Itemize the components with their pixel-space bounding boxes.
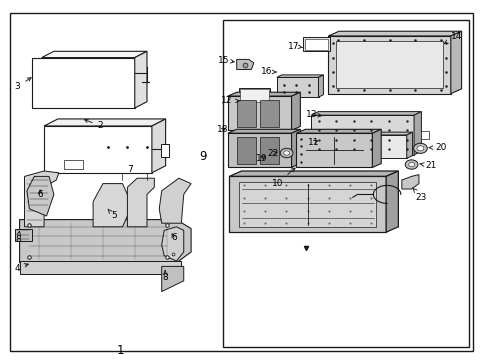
Polygon shape (32, 58, 135, 108)
Polygon shape (27, 176, 54, 216)
Polygon shape (237, 59, 254, 69)
Text: 5: 5 (108, 209, 117, 220)
Polygon shape (328, 36, 451, 94)
Polygon shape (237, 137, 256, 164)
Polygon shape (159, 178, 191, 223)
Polygon shape (407, 132, 413, 158)
Polygon shape (451, 31, 462, 94)
Bar (240, 89, 269, 102)
Polygon shape (24, 171, 59, 227)
Polygon shape (229, 176, 386, 232)
Text: 8: 8 (15, 231, 21, 244)
Polygon shape (414, 112, 421, 155)
Text: 19: 19 (256, 154, 268, 163)
Polygon shape (277, 75, 323, 77)
Polygon shape (42, 51, 147, 58)
Polygon shape (301, 132, 413, 135)
Polygon shape (162, 227, 184, 261)
Text: 23: 23 (413, 188, 427, 202)
Polygon shape (239, 182, 376, 227)
Polygon shape (311, 112, 421, 115)
Text: 13: 13 (306, 110, 321, 119)
Text: 4: 4 (14, 264, 28, 273)
Polygon shape (318, 75, 323, 97)
Text: 7: 7 (127, 165, 133, 174)
Polygon shape (292, 92, 300, 130)
Text: 14: 14 (444, 32, 463, 44)
Text: 3: 3 (15, 78, 31, 91)
Polygon shape (296, 129, 381, 133)
Circle shape (409, 162, 415, 167)
Polygon shape (328, 31, 462, 36)
Bar (303, 37, 330, 51)
Text: 18: 18 (217, 125, 229, 134)
Polygon shape (311, 115, 414, 155)
Polygon shape (93, 184, 132, 227)
Polygon shape (229, 171, 398, 176)
Circle shape (405, 160, 418, 169)
Polygon shape (44, 119, 166, 126)
Text: 15: 15 (218, 56, 234, 65)
Text: 16: 16 (261, 68, 276, 77)
Text: 6: 6 (37, 190, 43, 199)
Polygon shape (292, 129, 300, 167)
Polygon shape (277, 77, 318, 97)
Polygon shape (372, 129, 381, 167)
Bar (421, 131, 429, 139)
Circle shape (280, 148, 293, 158)
Polygon shape (162, 266, 184, 292)
Polygon shape (20, 220, 191, 263)
Text: 21: 21 (420, 161, 437, 170)
Text: 10: 10 (271, 168, 295, 188)
Polygon shape (301, 135, 407, 158)
Text: 1: 1 (116, 344, 124, 357)
Bar (20, 261, 181, 274)
Circle shape (284, 151, 290, 155)
Polygon shape (127, 178, 154, 227)
Polygon shape (161, 144, 169, 157)
Text: 11: 11 (308, 138, 319, 147)
Text: 20: 20 (429, 143, 447, 152)
Text: 22: 22 (268, 149, 279, 158)
Polygon shape (15, 229, 32, 241)
Bar (64, 160, 83, 169)
Polygon shape (260, 137, 279, 164)
Polygon shape (386, 171, 398, 232)
Polygon shape (296, 133, 372, 167)
Polygon shape (228, 129, 300, 133)
Bar (305, 39, 328, 50)
Polygon shape (237, 100, 256, 127)
Text: 6: 6 (171, 233, 177, 242)
Polygon shape (135, 51, 147, 108)
Polygon shape (228, 133, 292, 167)
Polygon shape (336, 41, 443, 88)
Polygon shape (44, 126, 152, 173)
Polygon shape (152, 119, 166, 173)
Text: 17: 17 (288, 41, 302, 50)
Bar (239, 88, 270, 103)
Text: 9: 9 (199, 150, 207, 163)
Text: 8: 8 (162, 271, 168, 282)
Circle shape (417, 146, 424, 151)
Circle shape (414, 143, 427, 153)
Text: 12: 12 (221, 96, 239, 105)
Polygon shape (228, 92, 300, 96)
Text: 2: 2 (84, 119, 103, 130)
Polygon shape (260, 100, 279, 127)
Bar (223, 20, 469, 347)
Polygon shape (228, 96, 292, 130)
Polygon shape (402, 175, 419, 189)
